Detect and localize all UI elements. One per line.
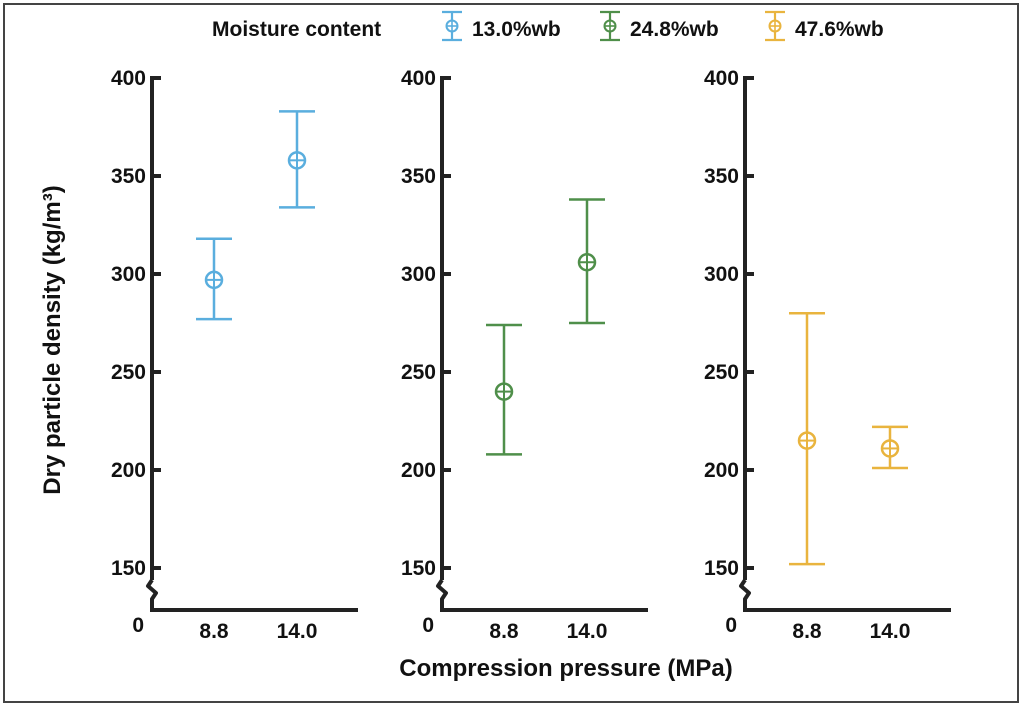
x-tick-label-14-0: 14.0 <box>277 620 318 643</box>
data-point-248wb-14-0 <box>569 198 605 325</box>
y-tick-label-400: 400 <box>704 67 739 90</box>
panel-2: 150 200 250 300 350 400 0 8.8 14.0 <box>401 67 648 643</box>
x-tick-label-14-0: 14.0 <box>567 620 608 643</box>
y-tick-label-250: 250 <box>704 361 739 384</box>
data-point-248wb-8-8 <box>486 323 522 456</box>
y-tick-label-400: 400 <box>111 67 146 90</box>
figure-frame <box>3 3 1019 703</box>
panel-3: 150 200 250 300 350 400 0 8.8 14.0 <box>704 67 951 643</box>
panels: 150 200 250 300 350 400 0 8.8 14.0 150 200 250 300 35… <box>111 67 951 643</box>
y-zero-label: 0 <box>422 614 434 637</box>
legend-entry-3: 47.6%wb <box>765 10 884 42</box>
legend-entry-1: 13.0%wb <box>442 10 561 42</box>
x-tick-label-8-8: 8.8 <box>792 620 822 643</box>
data-point-130wb-8-8 <box>196 237 232 321</box>
x-tick-label-14-0: 14.0 <box>870 620 911 643</box>
y-tick-label-200: 200 <box>401 459 436 482</box>
legend-label: 47.6%wb <box>795 18 884 41</box>
y-axis-break <box>436 578 448 610</box>
y-zero-label: 0 <box>725 614 737 637</box>
y-tick-label-400: 400 <box>401 67 436 90</box>
y-tick-label-300: 300 <box>704 263 739 286</box>
x-tick-label-8-8: 8.8 <box>199 620 229 643</box>
y-tick-label-150: 150 <box>704 557 739 580</box>
legend-title: Moisture content <box>212 18 381 41</box>
y-tick-label-250: 250 <box>111 361 146 384</box>
panel-1: 150 200 250 300 350 400 0 8.8 14.0 <box>111 67 358 643</box>
y-tick-label-200: 200 <box>111 459 146 482</box>
data-point-130wb-14-0 <box>279 110 315 209</box>
y-tick-label-250: 250 <box>401 361 436 384</box>
legend-label: 13.0%wb <box>472 18 561 41</box>
y-tick-label-350: 350 <box>401 165 436 188</box>
y-axis-break <box>739 578 751 610</box>
legend-label: 24.8%wb <box>630 18 719 41</box>
y-tick-label-300: 300 <box>111 263 146 286</box>
x-tick-label-8-8: 8.8 <box>489 620 519 643</box>
y-tick-label-350: 350 <box>704 165 739 188</box>
x-axis-label: Compression pressure (MPa) <box>399 655 732 682</box>
y-tick-label-350: 350 <box>111 165 146 188</box>
y-tick-label-150: 150 <box>111 557 146 580</box>
y-axis-label: Dry particle density (kg/m³) <box>39 185 66 494</box>
y-tick-label-300: 300 <box>401 263 436 286</box>
legend-entry-2: 24.8%wb <box>600 10 719 42</box>
y-zero-label: 0 <box>132 614 144 637</box>
legend: Moisture content 13.0%wb 24.8%wb 47.6%wb <box>212 10 884 42</box>
data-point-476wb-8-8 <box>789 311 825 566</box>
y-tick-label-150: 150 <box>401 557 436 580</box>
data-point-476wb-14-0 <box>872 425 908 470</box>
y-tick-label-200: 200 <box>704 459 739 482</box>
y-axis-break <box>146 578 158 610</box>
